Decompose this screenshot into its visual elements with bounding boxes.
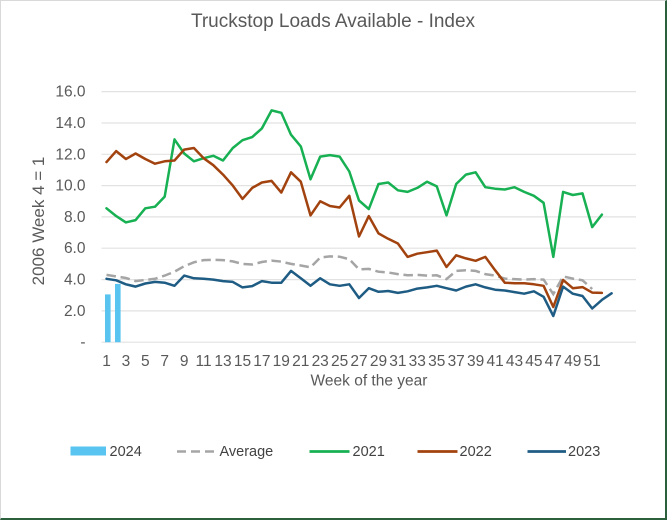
svg-text:6.0: 6.0 bbox=[64, 240, 86, 257]
svg-text:27: 27 bbox=[350, 353, 367, 370]
svg-text:2023: 2023 bbox=[568, 444, 600, 460]
svg-text:49: 49 bbox=[564, 353, 581, 370]
svg-text:2.0: 2.0 bbox=[64, 303, 86, 320]
svg-text:39: 39 bbox=[467, 353, 484, 370]
svg-text:10.0: 10.0 bbox=[55, 178, 86, 195]
svg-text:7: 7 bbox=[160, 353, 169, 370]
svg-text:4.0: 4.0 bbox=[64, 272, 86, 289]
svg-text:11: 11 bbox=[196, 353, 212, 370]
svg-text:43: 43 bbox=[506, 353, 523, 370]
svg-text:45: 45 bbox=[525, 353, 542, 370]
svg-text:17: 17 bbox=[253, 353, 270, 370]
svg-text:2024: 2024 bbox=[110, 444, 142, 460]
svg-text:29: 29 bbox=[370, 353, 387, 370]
svg-text:33: 33 bbox=[409, 353, 426, 370]
svg-text:1: 1 bbox=[102, 353, 111, 370]
svg-text:41: 41 bbox=[486, 353, 503, 370]
svg-text:12.0: 12.0 bbox=[55, 146, 86, 163]
svg-text:13: 13 bbox=[214, 353, 231, 370]
svg-text:51: 51 bbox=[584, 353, 601, 370]
svg-text:2006 Week 4 = 1: 2006 Week 4 = 1 bbox=[29, 157, 48, 286]
svg-text:37: 37 bbox=[448, 353, 465, 370]
svg-text:47: 47 bbox=[545, 353, 562, 370]
svg-text:-: - bbox=[80, 334, 85, 351]
svg-text:23: 23 bbox=[312, 353, 329, 370]
svg-text:2022: 2022 bbox=[460, 444, 492, 460]
svg-text:Average: Average bbox=[220, 444, 274, 460]
svg-text:35: 35 bbox=[428, 353, 445, 370]
svg-text:25: 25 bbox=[331, 353, 348, 370]
svg-text:Truckstop Loads Available - In: Truckstop Loads Available - Index bbox=[191, 11, 476, 32]
svg-text:9: 9 bbox=[180, 353, 189, 370]
svg-text:8.0: 8.0 bbox=[64, 209, 86, 226]
svg-text:21: 21 bbox=[292, 353, 309, 370]
svg-text:31: 31 bbox=[389, 353, 406, 370]
svg-text:Week of the year: Week of the year bbox=[311, 373, 428, 390]
svg-text:19: 19 bbox=[273, 353, 290, 370]
svg-text:14.0: 14.0 bbox=[55, 115, 86, 132]
svg-text:15: 15 bbox=[234, 353, 251, 370]
svg-text:2021: 2021 bbox=[353, 444, 385, 460]
svg-text:5: 5 bbox=[141, 353, 150, 370]
svg-text:3: 3 bbox=[122, 353, 131, 370]
svg-text:16.0: 16.0 bbox=[55, 84, 86, 101]
